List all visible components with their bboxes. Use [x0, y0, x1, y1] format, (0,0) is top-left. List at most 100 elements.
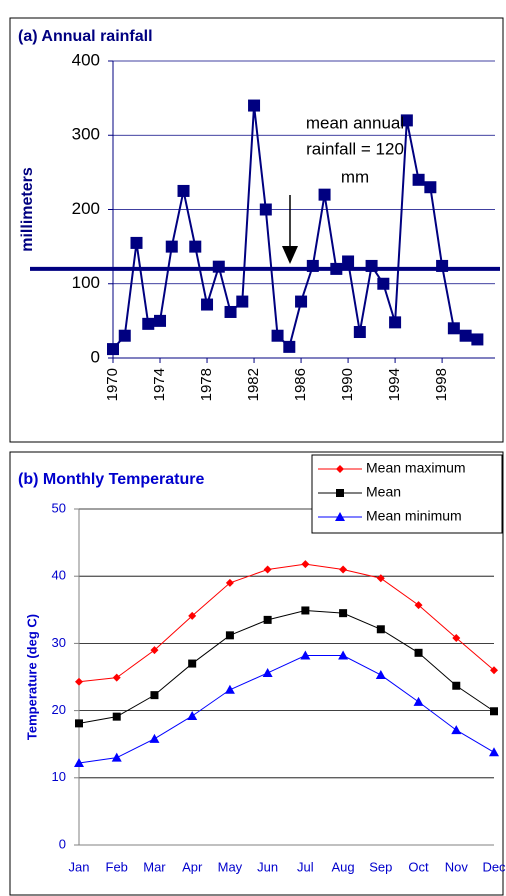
- marker: [377, 277, 390, 290]
- marker: [154, 314, 167, 327]
- marker: [188, 611, 197, 620]
- marker: [177, 184, 190, 197]
- marker: [300, 650, 311, 660]
- x-tick-label: May: [218, 859, 243, 874]
- marker: [107, 343, 119, 356]
- x-tick-label: Jul: [297, 859, 314, 874]
- legend-label: Mean minimum: [366, 508, 462, 524]
- y-tick-label: 300: [72, 125, 100, 144]
- marker: [165, 240, 178, 253]
- marker: [112, 673, 121, 682]
- marker: [376, 625, 385, 634]
- y-axis-label: millimeters: [19, 167, 36, 252]
- x-tick-label: Dec: [482, 859, 506, 874]
- x-tick-label: 1986: [292, 368, 309, 401]
- marker: [142, 317, 155, 330]
- x-tick-label: Aug: [332, 859, 355, 874]
- marker: [130, 236, 143, 249]
- x-tick-label: 1982: [245, 368, 262, 401]
- frame-b: [9, 451, 504, 896]
- marker: [414, 601, 423, 610]
- x-tick-label: Oct: [408, 859, 429, 874]
- marker: [335, 512, 345, 521]
- x-tick-label: 1974: [151, 368, 168, 401]
- series-line: [78, 654, 495, 764]
- marker: [452, 634, 461, 643]
- y-tick-label: 30: [52, 635, 66, 650]
- marker: [414, 648, 423, 657]
- marker: [375, 669, 386, 679]
- legend-label: Mean maximum: [366, 460, 466, 476]
- y-tick-label: 200: [72, 199, 100, 218]
- y-tick-label: 50: [52, 500, 66, 515]
- marker: [259, 203, 272, 216]
- marker: [318, 188, 331, 201]
- marker: [389, 316, 402, 329]
- marker: [489, 747, 499, 757]
- marker: [490, 707, 498, 716]
- marker: [471, 333, 484, 346]
- marker: [149, 733, 160, 743]
- marker: [189, 240, 202, 253]
- marker: [295, 295, 308, 308]
- marker: [262, 667, 273, 677]
- marker: [412, 173, 425, 186]
- marker: [201, 298, 214, 311]
- marker: [336, 465, 344, 473]
- marker: [490, 666, 498, 675]
- marker: [150, 691, 159, 700]
- marker: [236, 295, 249, 308]
- x-tick-label: 1990: [339, 368, 356, 401]
- series-line: [78, 609, 495, 724]
- marker: [413, 696, 424, 706]
- y-tick-label: 400: [72, 50, 100, 69]
- y-tick-label: 40: [52, 568, 66, 583]
- marker: [188, 659, 197, 668]
- marker: [339, 565, 348, 574]
- marker: [451, 725, 462, 735]
- x-tick-label: Jun: [257, 859, 278, 874]
- marker: [112, 712, 121, 721]
- x-tick-label: Apr: [182, 859, 203, 874]
- x-tick-label: Feb: [106, 859, 128, 874]
- marker: [447, 322, 460, 335]
- marker: [150, 646, 159, 655]
- annotation: rainfall = 120: [306, 139, 404, 158]
- marker: [111, 752, 122, 762]
- marker: [424, 181, 437, 194]
- x-tick-label: 1970: [104, 368, 121, 401]
- chart-title: (a) Annual rainfall: [18, 28, 153, 45]
- marker: [339, 609, 348, 618]
- x-tick-label: Nov: [445, 859, 469, 874]
- series-line: [112, 105, 478, 350]
- marker: [459, 329, 472, 342]
- marker: [336, 489, 344, 497]
- marker: [400, 114, 413, 127]
- frame-a: [9, 17, 504, 443]
- marker: [283, 340, 296, 353]
- marker: [353, 326, 366, 339]
- x-tick-label: 1994: [386, 368, 403, 401]
- marker: [118, 329, 131, 342]
- x-tick-label: Mar: [143, 859, 166, 874]
- arrow-head: [282, 246, 298, 264]
- legend-label: Mean: [366, 484, 401, 500]
- y-tick-label: 20: [52, 702, 66, 717]
- series-line: [78, 563, 495, 683]
- marker: [263, 565, 272, 574]
- marker: [452, 681, 461, 690]
- marker: [271, 329, 284, 342]
- marker: [376, 574, 385, 583]
- y-tick-label: 10: [52, 769, 66, 784]
- chart-title: (b) Monthly Temperature: [18, 471, 204, 488]
- marker: [225, 578, 234, 587]
- x-tick-label: Jan: [69, 859, 90, 874]
- marker: [248, 99, 261, 112]
- marker: [75, 677, 83, 686]
- x-tick-label: 1998: [433, 368, 450, 401]
- marker: [263, 615, 272, 624]
- marker: [224, 305, 237, 318]
- marker: [301, 560, 310, 569]
- marker: [187, 710, 198, 720]
